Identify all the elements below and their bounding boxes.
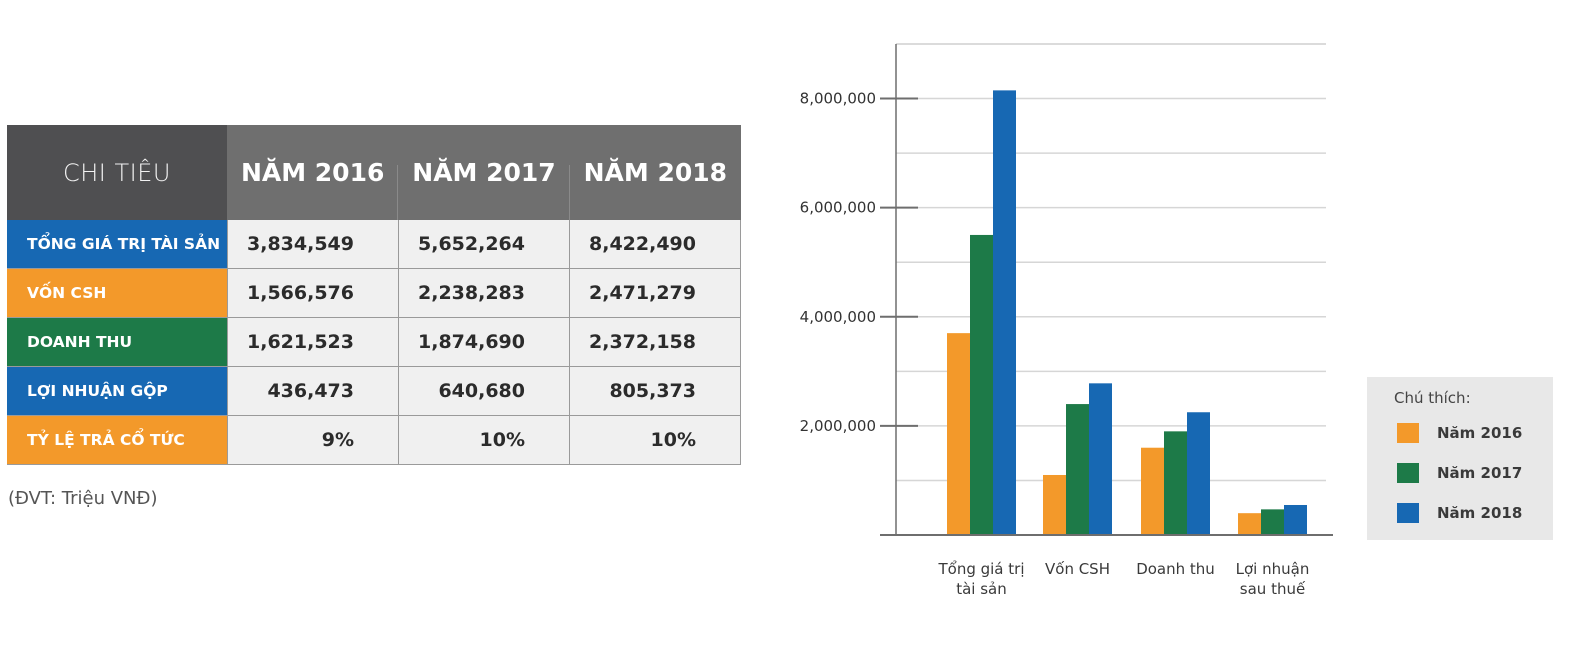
cell-value: 1,621,523	[227, 318, 398, 366]
legend-title: Chú thích:	[1394, 389, 1471, 407]
table-row: TỶ LỆ TRẢ CỔ TỨC 9% 10% 10%	[7, 415, 740, 464]
cell-value: 2,471,279	[569, 269, 740, 317]
bar	[1141, 447, 1164, 535]
header-label: CHI TIÊU	[7, 125, 227, 220]
cell-value: 640,680	[398, 367, 569, 415]
bar	[993, 90, 1016, 535]
cell-value: 805,373	[569, 367, 740, 415]
bar	[1284, 504, 1307, 535]
axes	[880, 44, 1333, 536]
table-body: TỔNG GIÁ TRỊ TÀI SẢN 3,834,549 5,652,264…	[7, 220, 741, 465]
table-header: CHI TIÊU NĂM 2016 NĂM 2017 NĂM 2018	[7, 125, 741, 220]
table-row: TỔNG GIÁ TRỊ TÀI SẢN 3,834,549 5,652,264…	[7, 220, 740, 268]
financial-table: CHI TIÊU NĂM 2016 NĂM 2017 NĂM 2018 TỔNG…	[7, 125, 741, 465]
table-row: VỐN CSH 1,566,576 2,238,283 2,471,279	[7, 268, 740, 317]
unit-note: (ĐVT: Triệu VNĐ)	[8, 488, 158, 509]
header-year-2018: NĂM 2018	[583, 158, 728, 187]
x-tick-label: Vốn CSH	[1045, 560, 1110, 578]
cell-value: 10%	[398, 416, 569, 464]
cell-value: 2,238,283	[398, 269, 569, 317]
y-tick-label: 6,000,000	[800, 199, 876, 217]
row-label: TỶ LỆ TRẢ CỔ TỨC	[7, 416, 227, 464]
header-year-2016: NĂM 2016	[227, 125, 399, 220]
cell-value: 436,473	[227, 367, 398, 415]
bar	[1238, 513, 1261, 535]
table-row: DOANH THU 1,621,523 1,874,690 2,372,158	[7, 317, 740, 366]
x-tick-label: Doanh thu	[1136, 560, 1215, 578]
cell-value: 2,372,158	[569, 318, 740, 366]
y-tick-label: 2,000,000	[800, 417, 876, 435]
cell-value: 1,874,690	[398, 318, 569, 366]
cell-value: 3,834,549	[227, 220, 398, 268]
bar	[1066, 404, 1089, 535]
legend-item-2017: Năm 2017	[1397, 463, 1522, 483]
bar	[970, 234, 993, 535]
legend-swatch	[1397, 423, 1419, 443]
bar	[1187, 412, 1210, 535]
cell-value: 9%	[227, 416, 398, 464]
cell-value: 10%	[569, 416, 740, 464]
row-label: VỐN CSH	[7, 269, 227, 317]
cell-value: 1,566,576	[227, 269, 398, 317]
legend-label: Năm 2016	[1437, 424, 1523, 442]
legend-swatch	[1397, 503, 1419, 523]
header-year-2017: NĂM 2017	[398, 125, 570, 220]
legend-swatch	[1397, 463, 1419, 483]
bar	[947, 333, 970, 535]
bars	[947, 90, 1307, 535]
x-tick-label: sau thuế	[1240, 580, 1306, 598]
bar	[1261, 509, 1284, 535]
axis-labels: 2,000,000 4,000,000 6,000,000 8,000,000 Tổng…	[800, 90, 1310, 598]
bar	[1089, 383, 1112, 535]
table-row: LỢI NHUẬN GỘP 436,473 640,680 805,373	[7, 366, 740, 415]
row-label: LỢI NHUẬN GỘP	[7, 367, 227, 415]
legend-label: Năm 2018	[1437, 504, 1523, 522]
row-label: DOANH THU	[7, 318, 227, 366]
legend-item-2016: Năm 2016	[1397, 423, 1522, 443]
bar	[1043, 474, 1066, 535]
cell-value: 8,422,490	[569, 220, 740, 268]
legend-label: Năm 2017	[1437, 464, 1523, 482]
bar	[1164, 431, 1187, 535]
y-tick-label: 8,000,000	[800, 90, 876, 108]
chart-legend: Chú thích: Năm 2016 Năm 2017 Năm 2018	[1367, 377, 1553, 540]
cell-value: 5,652,264	[398, 220, 569, 268]
legend-item-2018: Năm 2018	[1397, 503, 1522, 523]
x-tick-label: Lợi nhuận	[1236, 560, 1310, 578]
x-tick-label: Tổng giá trị	[937, 560, 1024, 578]
x-tick-label: tài sản	[956, 580, 1007, 598]
row-label: TỔNG GIÁ TRỊ TÀI SẢN	[7, 220, 227, 268]
y-tick-label: 4,000,000	[800, 308, 876, 326]
